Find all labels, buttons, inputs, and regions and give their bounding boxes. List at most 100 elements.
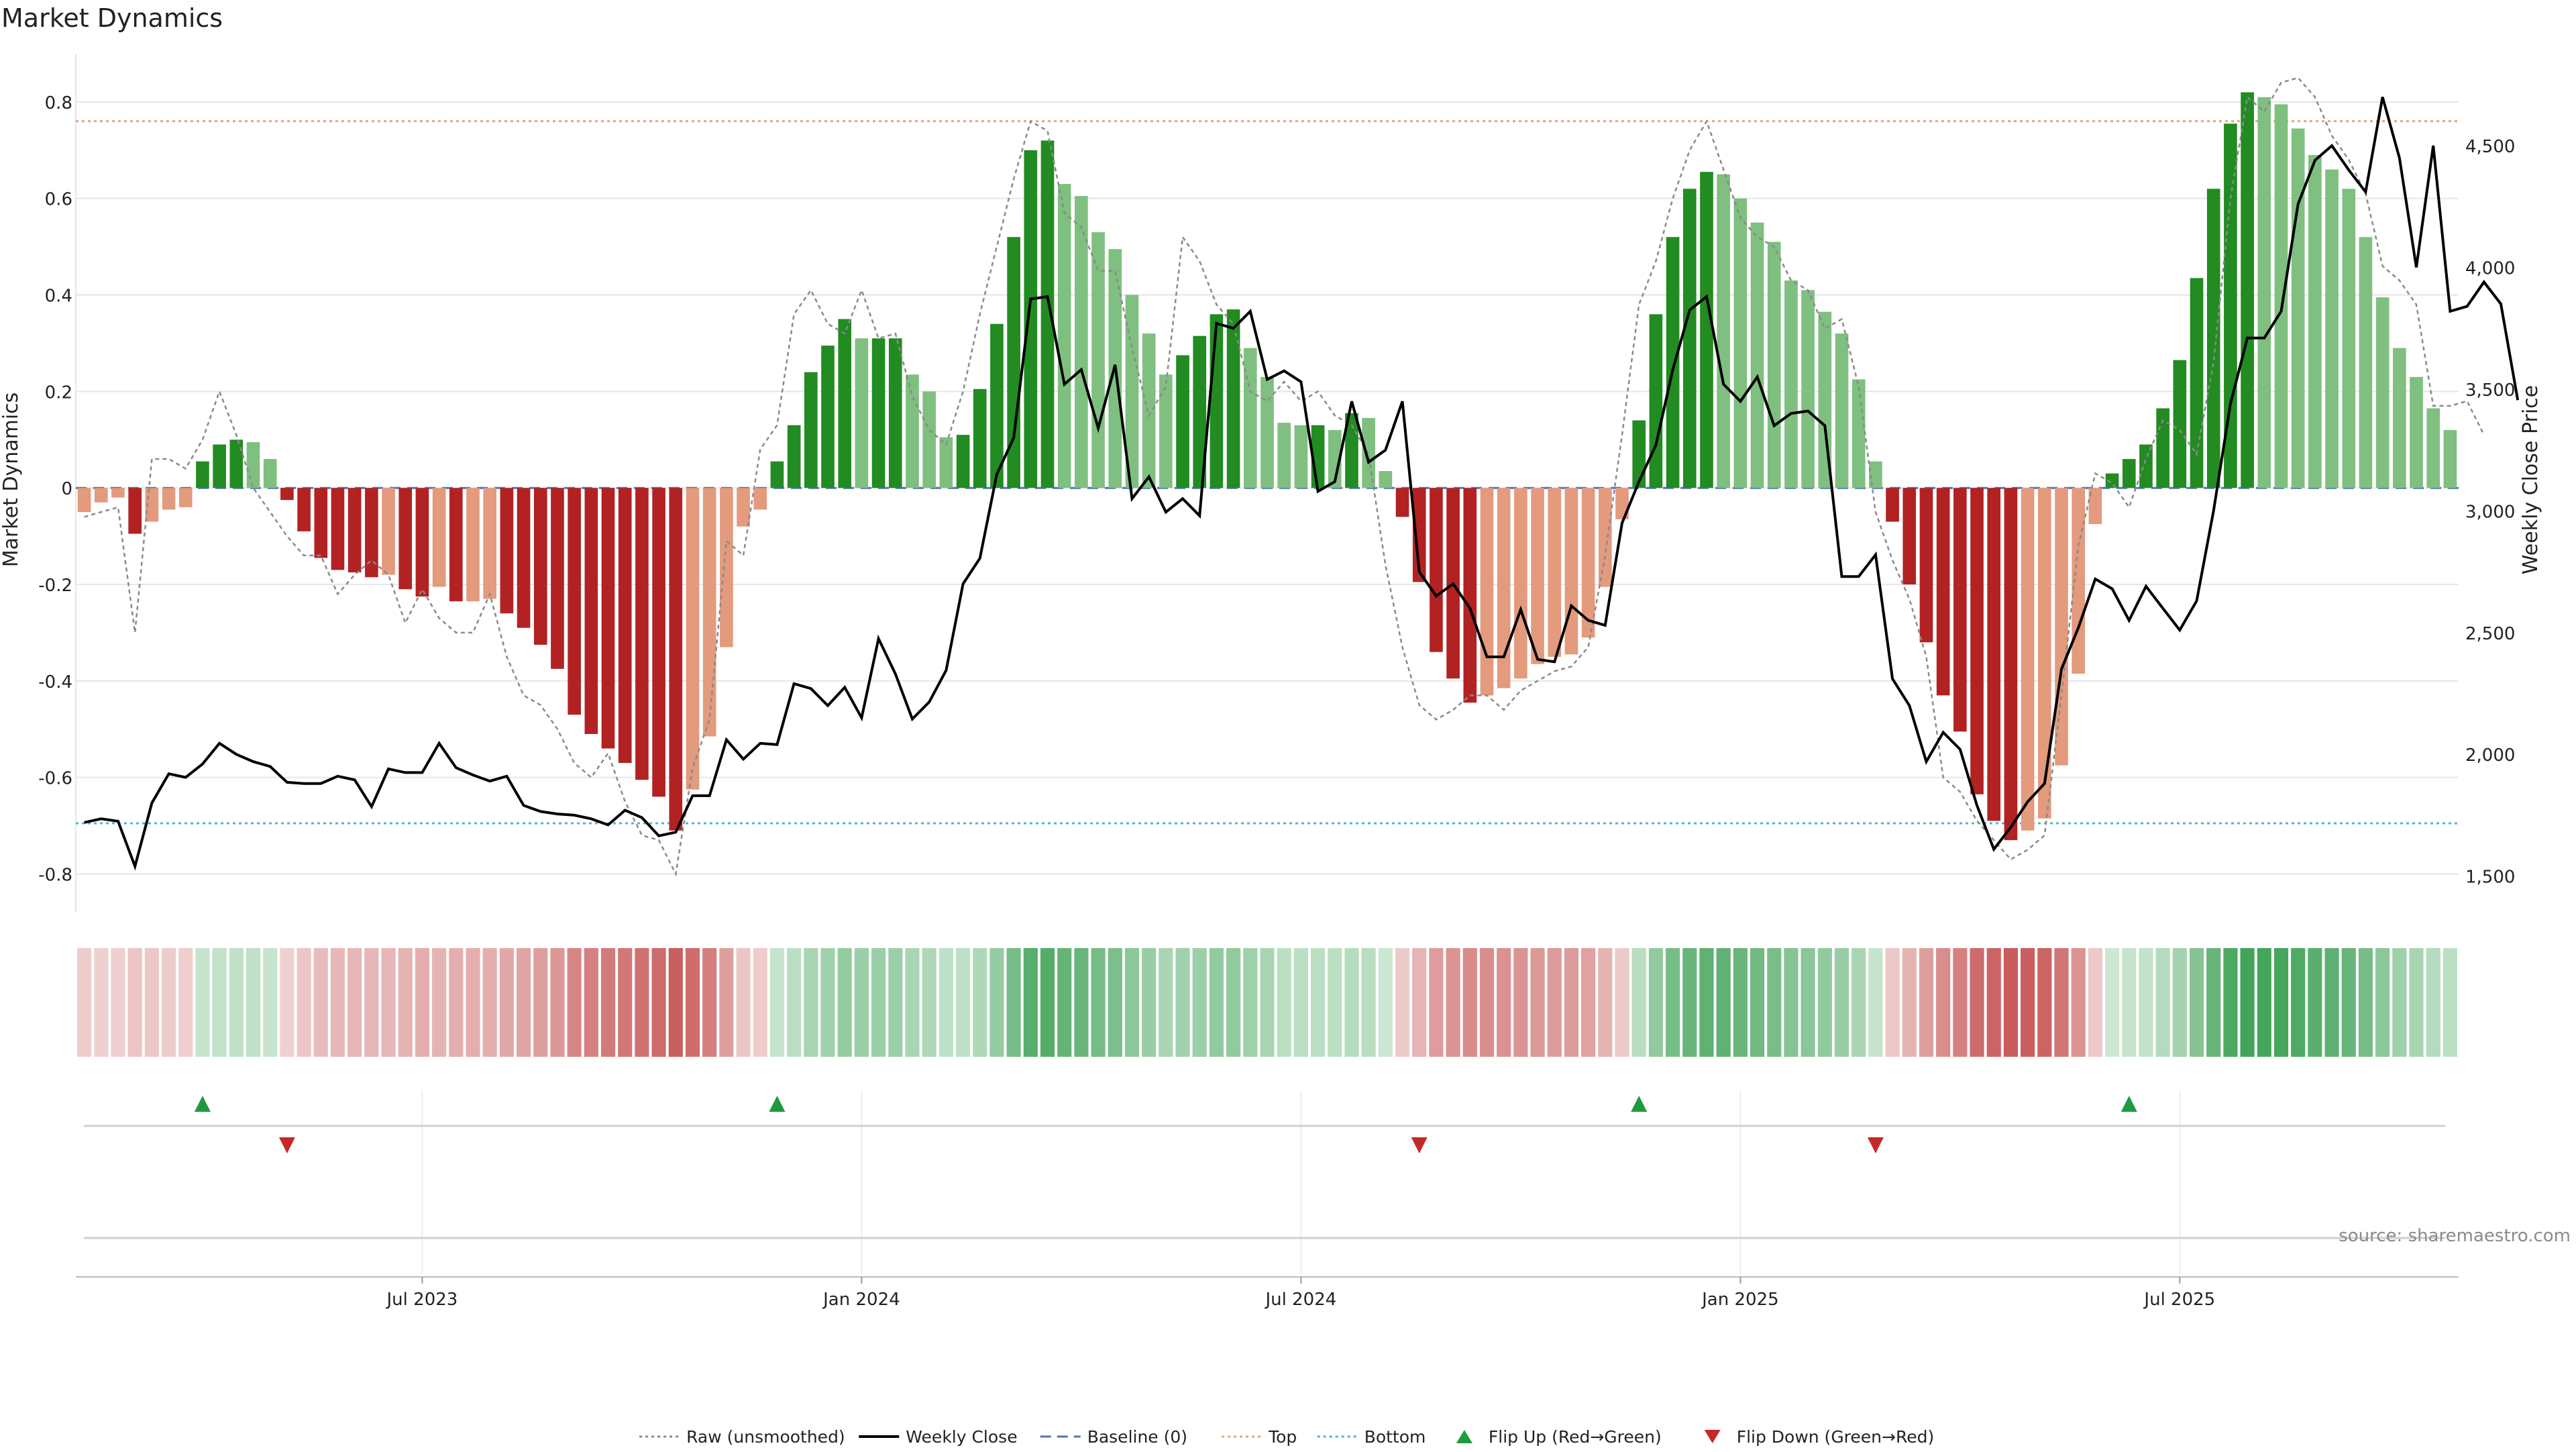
heat-cell [685,948,700,1057]
heat-cell [533,948,548,1057]
dynamics-bar [432,488,446,587]
dynamics-bar [1902,488,1917,585]
dynamics-bar [365,488,378,578]
dynamics-bar [1395,488,1409,517]
heat-cell [2037,948,2052,1057]
heat-cell [1310,948,1326,1057]
dynamics-bar [1243,348,1257,488]
heat-cell [955,948,971,1057]
right-tick-label: 3,500 [2465,380,2515,401]
dynamics-bar [2088,488,2102,525]
heat-cell [1581,948,1596,1057]
heat-cell [1395,948,1410,1057]
dynamics-bar [2375,297,2390,488]
reference-lines [76,120,2459,825]
dynamics-bar [1548,488,1562,657]
dynamics-bar [753,488,767,510]
axis-ticks: 0.8 0.6 0.4 0.2 0 -0.2 -0.4 -0.6 -0.8 4,500 4,000 3… [38,93,2515,888]
dynamics-bar [1682,189,1697,488]
dynamics-bar [2139,444,2153,488]
dynamics-bar [128,488,142,534]
dynamics-bar [2410,376,2423,488]
dynamics-bar [1987,488,2001,821]
dynamics-bar [280,488,294,501]
legend-label: Weekly Close [906,1427,1017,1447]
dynamics-bar [1142,333,1156,488]
heat-cell [2071,948,2086,1057]
dynamics-bar [568,488,581,715]
chart-title: Market Dynamics [1,3,223,33]
flip-down-marker [1867,1137,1884,1153]
dynamics-bar [314,488,328,558]
left-tick-label: 0.2 [45,382,72,403]
heat-cell [2358,948,2373,1057]
left-tick-label: -0.2 [38,576,72,596]
date-tick-label: Jul 2023 [386,1290,458,1310]
dynamics-bar [382,488,395,575]
dynamics-bar [838,319,852,488]
dynamics-bar [1328,429,1342,488]
heat-cell [1851,948,1866,1057]
dynamics-bar [906,374,919,488]
dynamics-bar [2004,488,2018,841]
heat-cell [178,948,193,1057]
heat-cell [1497,948,1511,1057]
dynamics-bar [449,488,463,602]
dynamics-bar [1125,295,1139,488]
left-tick-label: -0.6 [38,769,72,789]
heat-cell [1462,948,1477,1057]
heat-cell [482,948,497,1057]
dynamics-bar [1970,488,1984,794]
dynamics-bar [939,437,953,488]
dynamics-bar [635,488,649,780]
dynamics-bar [871,338,885,488]
dynamics-bar [1514,488,1527,679]
dynamics-bar [1531,488,1544,664]
heat-cell [1784,948,1799,1057]
heat-cell [1919,948,1934,1057]
right-tick-label: 2,500 [2465,624,2515,644]
heat-cell [2257,948,2271,1057]
right-axis-label: Weekly Close Price [2519,385,2542,574]
dynamics-bar [855,338,869,488]
dynamics-bar [1700,172,1713,488]
heat-cell [702,948,717,1057]
source-note: source: sharemaestro.com [2339,1226,2571,1246]
heat-cell [600,948,616,1057]
heat-cell [449,948,464,1057]
heat-cell [584,948,598,1057]
heat-cell [1682,948,1697,1057]
dynamics-bar [1497,488,1511,688]
date-axis: Jul 2023 Jan 2024 Jul 2024 Jan 2025 Jul 2025 [76,1276,2459,1310]
dynamics-bar [1784,280,1798,488]
heat-cell [212,948,227,1057]
heat-cell [516,948,531,1057]
heat-cell [769,948,785,1057]
heat-cell [313,948,328,1057]
heat-cell [1209,948,1224,1057]
dynamics-bar [2426,408,2440,488]
heat-cell [2341,948,2356,1057]
dynamics-bar [347,488,362,573]
heat-cell [973,948,987,1057]
heat-cell [2324,948,2339,1057]
heat-cell [1885,948,1900,1057]
dynamics-bar [973,388,987,488]
heat-cell [719,948,734,1057]
heat-cell [1226,948,1241,1057]
date-tick-label: Jul 2024 [1264,1290,1336,1310]
heat-cell [2139,948,2153,1057]
dynamics-bar [1632,420,1646,488]
dynamics-bar [1193,335,1207,488]
heat-cell [1716,948,1731,1057]
heat-cell [2122,948,2137,1057]
dynamics-bar [1767,242,1781,488]
heat-cell [432,948,447,1057]
heat-cell [618,948,633,1057]
heat-cell [1970,948,1984,1057]
dynamics-bar [1599,488,1612,587]
dynamics-bar [1379,471,1393,488]
heat-cell [2206,948,2221,1057]
dynamics-bar [2072,488,2086,674]
